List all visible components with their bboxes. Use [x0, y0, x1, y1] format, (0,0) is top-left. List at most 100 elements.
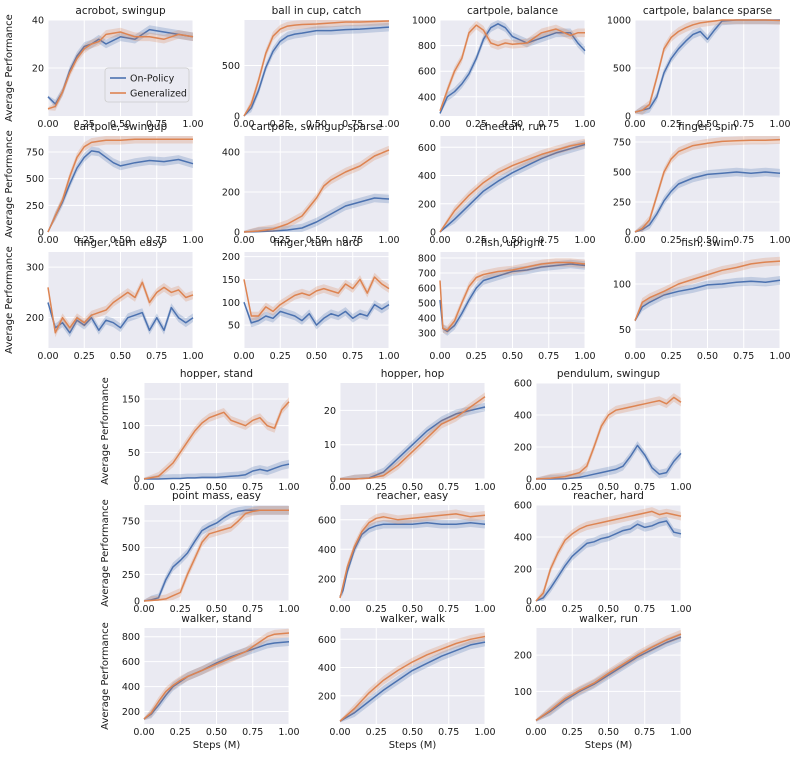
x-tick-label: 1.00: [474, 482, 495, 493]
panel-title: finger, turn easy: [77, 237, 164, 249]
y-tick-label: 200: [318, 691, 336, 702]
generalized-line: [243, 276, 390, 317]
y-tick-label: 0: [234, 112, 240, 123]
x-tick-label: 0.75: [538, 351, 559, 362]
on-policy-confidence-band: [144, 506, 289, 601]
x-tick-label: 0.00: [233, 119, 254, 130]
on-policy-line: [535, 636, 682, 722]
on-policy-confidence-band: [48, 146, 193, 232]
x-tick-label: 0.25: [270, 119, 291, 130]
y-tick-label: 500: [613, 64, 631, 75]
on-policy-confidence-band: [244, 22, 389, 116]
y-tick-label: 400: [418, 314, 436, 325]
generalized-confidence-band: [144, 397, 289, 479]
y-axis-label: Average Performance: [4, 246, 15, 354]
x-tick-label: 0.25: [466, 235, 487, 246]
on-policy-line: [47, 150, 194, 233]
x-axis-label: Steps (M): [193, 740, 241, 751]
y-tick-label: 100: [222, 298, 240, 309]
y-tick-label: 800: [418, 254, 436, 265]
y-tick-label: 0: [38, 228, 44, 239]
x-tick-label: 0.00: [133, 727, 154, 738]
x-tick-label: 0.25: [366, 727, 387, 738]
generalized-confidence-band: [536, 507, 681, 601]
x-tick-label: 1.00: [574, 235, 595, 246]
x-tick-label: 1.00: [378, 119, 399, 130]
y-tick-label: 600: [514, 501, 532, 512]
panel-title: walker, run: [579, 613, 638, 625]
y-tick-label: 600: [122, 657, 140, 668]
x-axis-label: Steps (M): [585, 740, 633, 751]
panel-title: point mass, easy: [172, 490, 261, 502]
y-tick-label: 200: [514, 565, 532, 576]
y-tick-label: 50: [228, 321, 240, 332]
generalized-confidence-band: [144, 628, 289, 721]
panel-title: fish, swim: [681, 237, 734, 249]
x-tick-label: 1.00: [670, 727, 691, 738]
x-tick-label: 1.00: [378, 351, 399, 362]
on-policy-line: [535, 520, 682, 602]
on-policy-confidence-band: [440, 20, 585, 115]
generalized-line: [439, 142, 586, 233]
y-tick-label: 200: [318, 574, 336, 585]
x-tick-label: 0.50: [697, 351, 718, 362]
x-tick-label: 1.00: [278, 604, 299, 615]
x-tick-label: 0.50: [402, 482, 423, 493]
x-tick-label: 1.00: [182, 119, 203, 130]
x-tick-label: 0.75: [438, 727, 459, 738]
panel-title: reacher, easy: [377, 490, 448, 502]
y-tick-label: 750: [26, 148, 44, 159]
y-tick-label: 150: [222, 275, 240, 286]
y-tick-label: 400: [318, 545, 336, 556]
y-tick-label: 400: [514, 411, 532, 422]
x-tick-label: 0.25: [562, 727, 583, 738]
x-tick-label: 0.75: [733, 119, 754, 130]
y-tick-label: 800: [418, 41, 436, 52]
x-tick-label: 0.75: [342, 119, 363, 130]
legend-label-generalized: Generalized: [130, 89, 187, 100]
on-policy-line: [634, 171, 781, 233]
y-tick-label: 500: [122, 543, 140, 554]
x-tick-label: 0.75: [438, 604, 459, 615]
y-tick-label: 600: [418, 284, 436, 295]
panel-13: hopper, stand 0.00 0.25 0.50 0.75 1.00 0 50 100 1…: [122, 368, 300, 493]
on-policy-line: [439, 23, 586, 114]
panel-11: fish, upright 0.00 0.25 0.50 0.75 1.00 300 400 5…: [418, 237, 596, 362]
generalized-line: [143, 509, 289, 602]
y-tick-label: 750: [613, 138, 631, 149]
y-tick-label: 200: [26, 313, 44, 324]
x-tick-label: 0.25: [661, 351, 682, 362]
on-policy-line: [143, 509, 289, 602]
x-tick-label: 0.00: [37, 351, 58, 362]
generalized-line: [439, 261, 586, 331]
panel-title: reacher, hard: [573, 490, 644, 502]
y-tick-label: 200: [514, 651, 532, 662]
y-tick-label: 500: [222, 61, 240, 72]
generalized-line: [634, 19, 781, 113]
x-tick-label: 0.50: [502, 351, 523, 362]
on-policy-confidence-band: [340, 518, 485, 598]
y-tick-label: 50: [128, 448, 140, 459]
x-tick-label: 0.75: [634, 482, 655, 493]
x-tick-label: 0.25: [74, 235, 95, 246]
x-tick-label: 0.50: [598, 482, 619, 493]
y-tick-label: 300: [26, 263, 44, 274]
panel-14: hopper, hop 0.00 0.25 0.50 0.75 1.00 0 10 20: [324, 368, 496, 493]
on-policy-line: [439, 263, 586, 333]
on-policy-line: [439, 143, 586, 233]
x-tick-label: 0.50: [110, 351, 131, 362]
generalized-confidence-band: [536, 629, 681, 722]
y-tick-label: 20: [32, 64, 44, 75]
generalized-line: [143, 401, 290, 480]
generalized-line: [47, 281, 194, 334]
on-policy-line: [536, 444, 682, 480]
on-policy-confidence-band: [144, 459, 289, 479]
y-tick-label: 500: [26, 174, 44, 185]
generalized-confidence-band: [244, 145, 389, 232]
x-tick-label: 0.75: [242, 727, 263, 738]
panel-title: acrobot, swingup: [75, 5, 166, 17]
y-tick-label: 0: [134, 475, 140, 486]
x-tick-label: 0.25: [661, 235, 682, 246]
y-tick-label: 200: [418, 199, 436, 210]
generalized-line: [439, 24, 585, 112]
